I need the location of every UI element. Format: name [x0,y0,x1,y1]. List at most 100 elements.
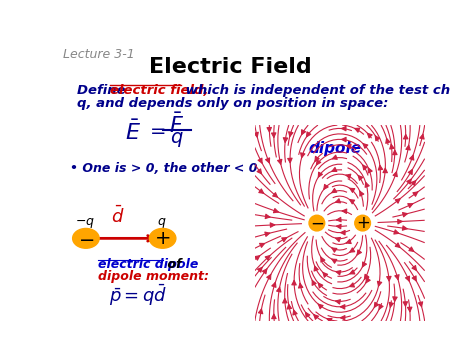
FancyArrowPatch shape [412,276,416,281]
FancyArrowPatch shape [316,160,321,165]
Text: electric field,: electric field, [110,83,209,97]
Text: dipole: dipole [309,141,362,156]
FancyArrowPatch shape [258,158,262,163]
FancyArrowPatch shape [341,316,345,320]
FancyArrowPatch shape [302,130,306,135]
Text: which is independent of the test charge,: which is independent of the test charge, [181,83,450,97]
Text: $\bar{p} = q\bar{d}$: $\bar{p} = q\bar{d}$ [108,283,167,308]
FancyArrowPatch shape [362,262,367,267]
FancyArrowPatch shape [363,144,368,148]
FancyArrowPatch shape [288,132,293,137]
FancyArrowPatch shape [364,274,369,279]
Text: $+$: $+$ [356,214,370,232]
FancyArrowPatch shape [368,168,372,173]
FancyArrowPatch shape [254,132,258,137]
FancyArrowPatch shape [346,174,351,178]
FancyArrowPatch shape [298,283,303,288]
FancyArrowPatch shape [282,238,287,242]
FancyArrowPatch shape [318,283,323,288]
FancyArrowPatch shape [408,170,412,174]
FancyArrowPatch shape [340,305,345,309]
FancyArrowPatch shape [398,219,402,224]
FancyArrowPatch shape [418,302,423,307]
FancyArrowPatch shape [332,188,337,193]
FancyArrowPatch shape [420,134,424,139]
FancyArrowPatch shape [265,232,270,236]
FancyArrowPatch shape [350,270,355,274]
FancyArrowPatch shape [409,247,414,251]
FancyArrowPatch shape [266,158,270,163]
FancyArrowPatch shape [404,135,408,139]
FancyArrowPatch shape [379,304,383,309]
FancyArrowPatch shape [272,283,276,287]
FancyArrowPatch shape [314,266,318,271]
FancyArrowPatch shape [411,180,416,186]
Text: $\bar{d}$: $\bar{d}$ [111,206,124,227]
FancyArrowPatch shape [405,276,410,281]
FancyArrowPatch shape [378,165,382,170]
FancyArrowPatch shape [355,128,360,132]
FancyArrowPatch shape [346,144,351,149]
FancyArrowPatch shape [341,231,345,235]
Text: $-$: $-$ [78,229,94,248]
FancyArrowPatch shape [363,165,367,170]
FancyArrowPatch shape [357,250,361,255]
FancyArrowPatch shape [390,144,394,149]
FancyArrowPatch shape [383,168,387,173]
Circle shape [309,215,325,231]
FancyArrowPatch shape [395,243,400,247]
FancyArrowPatch shape [267,274,271,280]
Text: $=$: $=$ [145,120,166,139]
FancyArrowPatch shape [365,183,369,187]
FancyArrowPatch shape [358,175,363,180]
FancyArrowPatch shape [413,192,418,196]
FancyArrowPatch shape [337,217,341,222]
FancyArrowPatch shape [393,297,397,301]
FancyArrowPatch shape [283,298,287,303]
Text: electric dipole: electric dipole [98,258,198,271]
FancyArrowPatch shape [395,199,400,203]
Text: Define: Define [77,83,130,97]
Text: $q$: $q$ [158,216,167,230]
FancyArrowPatch shape [260,243,265,247]
FancyArrowPatch shape [378,281,382,286]
FancyArrowPatch shape [262,269,267,274]
FancyArrowPatch shape [272,314,276,319]
Text: q, and depends only on position in space:: q, and depends only on position in space… [77,97,388,110]
FancyArrowPatch shape [306,312,310,317]
FancyArrowPatch shape [410,155,414,160]
FancyArrowPatch shape [389,303,393,307]
Text: $-q$: $-q$ [76,216,95,230]
Text: Electric Field: Electric Field [149,57,312,77]
FancyArrowPatch shape [287,304,292,309]
FancyArrowPatch shape [278,159,282,164]
FancyArrowPatch shape [273,193,278,197]
FancyArrowPatch shape [350,248,355,252]
Text: $\bar{E}$: $\bar{E}$ [125,120,141,144]
Text: $q$: $q$ [170,130,184,149]
FancyArrowPatch shape [314,315,319,319]
FancyArrowPatch shape [336,237,341,242]
Text: of: of [162,258,181,271]
FancyArrowPatch shape [293,310,297,315]
FancyArrowPatch shape [332,167,337,171]
FancyArrowPatch shape [406,145,410,150]
FancyArrowPatch shape [258,309,263,314]
FancyArrowPatch shape [402,226,407,230]
Text: dipole moment:: dipole moment: [98,270,209,283]
FancyArrowPatch shape [350,188,355,192]
FancyArrowPatch shape [350,283,355,287]
FancyArrowPatch shape [394,230,399,234]
FancyArrowPatch shape [312,281,316,285]
FancyArrowPatch shape [257,169,261,174]
FancyArrowPatch shape [301,153,305,158]
Circle shape [149,228,176,248]
FancyArrowPatch shape [327,318,332,322]
FancyArrowPatch shape [360,191,364,196]
FancyArrowPatch shape [277,287,281,292]
FancyArrowPatch shape [332,155,337,159]
FancyArrowPatch shape [342,137,346,142]
Circle shape [72,228,99,248]
FancyArrowPatch shape [274,209,279,213]
FancyArrowPatch shape [336,300,340,304]
